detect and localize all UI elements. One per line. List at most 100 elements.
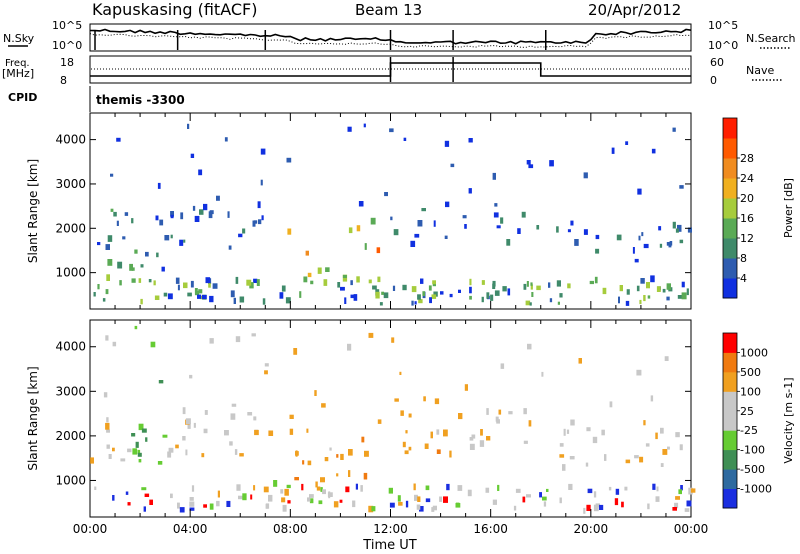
echo-cell <box>647 295 651 299</box>
echo-cell <box>656 486 659 492</box>
echo-cell <box>323 279 328 286</box>
panel-frame <box>89 319 692 518</box>
echo-cell <box>686 288 689 296</box>
echo-cell <box>156 252 159 258</box>
echo-cell <box>258 219 262 225</box>
echo-cell <box>492 172 496 180</box>
echo-cell <box>394 398 399 402</box>
echo-cell <box>643 420 646 426</box>
echo-cell <box>226 500 231 507</box>
echo-cell <box>618 296 620 304</box>
echo-cell <box>420 278 424 284</box>
echo-cell <box>342 274 347 278</box>
colorbar-label: Power [dB] <box>782 178 795 238</box>
echo-cell <box>322 489 326 495</box>
echo-cell <box>526 160 531 165</box>
echo-cell <box>106 444 110 449</box>
echo-cell <box>391 337 395 343</box>
echo-cell <box>113 211 117 217</box>
colorbar-tick-label: 8 <box>740 252 747 265</box>
echo-cell <box>287 500 291 504</box>
echo-cell <box>140 298 143 305</box>
echo-cell <box>170 211 174 217</box>
echo-cell <box>639 299 642 305</box>
echo-cell <box>363 123 366 128</box>
echo-cell <box>433 220 436 227</box>
echo-cell <box>681 281 685 288</box>
echo-cell <box>187 123 190 129</box>
echo-cell <box>643 295 646 302</box>
echo-cell <box>601 429 605 436</box>
echo-cell <box>677 224 682 232</box>
echo-cell <box>494 203 498 207</box>
echo-cell <box>672 221 676 229</box>
echo-cell <box>641 232 644 237</box>
echo-cell <box>90 457 94 464</box>
echo-cell <box>411 300 414 306</box>
echo-cell <box>543 501 547 507</box>
echo-cell <box>252 220 256 227</box>
echo-cell <box>352 500 356 508</box>
echo-cell <box>615 488 620 495</box>
echo-cell <box>559 443 564 447</box>
echo-cell <box>583 507 586 514</box>
echo-cell <box>132 448 138 455</box>
echo-cell <box>578 358 582 364</box>
echo-cell <box>672 507 677 511</box>
echo-cell <box>327 492 333 497</box>
echo-cell <box>145 251 149 257</box>
colorbar-segment <box>723 138 737 159</box>
echo-cell <box>144 493 150 497</box>
colorbar-segment <box>723 218 737 239</box>
echo-cell <box>105 244 110 250</box>
echo-cell <box>500 363 505 369</box>
echo-cell <box>383 292 389 299</box>
echo-cell <box>675 496 680 500</box>
echo-cell <box>286 484 291 489</box>
echo-cell <box>97 242 101 246</box>
echo-cell <box>201 453 205 458</box>
echo-cell <box>310 280 314 285</box>
y-tick-label: 3000 <box>55 384 86 398</box>
colorbar-segment <box>723 178 737 199</box>
echo-cell <box>425 485 430 491</box>
echo-cell <box>408 446 412 451</box>
x-tick-label: 04:00 <box>173 522 208 536</box>
echo-cell <box>212 283 218 289</box>
echo-cell <box>216 195 220 201</box>
echo-cell <box>492 283 496 289</box>
echo-cell <box>103 392 108 398</box>
echo-cell <box>157 182 161 189</box>
echo-cell <box>204 410 208 415</box>
echo-cell <box>97 284 100 290</box>
echo-cell <box>594 276 598 284</box>
colorbar-tick-label: 20 <box>740 192 754 205</box>
echo-cell <box>405 430 408 434</box>
echo-cell <box>348 227 353 234</box>
echo-cell <box>530 284 533 290</box>
echo-cell <box>143 506 146 512</box>
echo-cell <box>309 498 314 504</box>
echo-cell <box>526 281 529 287</box>
echo-cell <box>261 215 264 221</box>
echo-cell <box>164 235 170 241</box>
echo-cell <box>94 486 97 490</box>
echo-cell <box>242 228 246 234</box>
echo-cell <box>199 209 204 215</box>
echo-cell <box>469 437 474 441</box>
echo-cell <box>105 335 109 341</box>
echo-cell <box>177 284 180 291</box>
echo-cells <box>93 123 692 306</box>
freq-tick-18: 18 <box>60 56 74 69</box>
echo-cell <box>189 497 194 501</box>
colorbar: 4 8 12 16 20 24 28 Power [dB] <box>722 117 795 299</box>
echo-cell <box>493 212 499 218</box>
echo-cell <box>280 489 284 494</box>
echo-cell <box>340 286 345 291</box>
echo-cell <box>417 496 421 502</box>
colorbar-tick-label: 100 <box>740 385 761 398</box>
echo-cell <box>647 503 650 510</box>
echo-cell <box>481 296 484 303</box>
colorbar-segment <box>723 352 737 373</box>
echo-cell <box>201 294 207 300</box>
